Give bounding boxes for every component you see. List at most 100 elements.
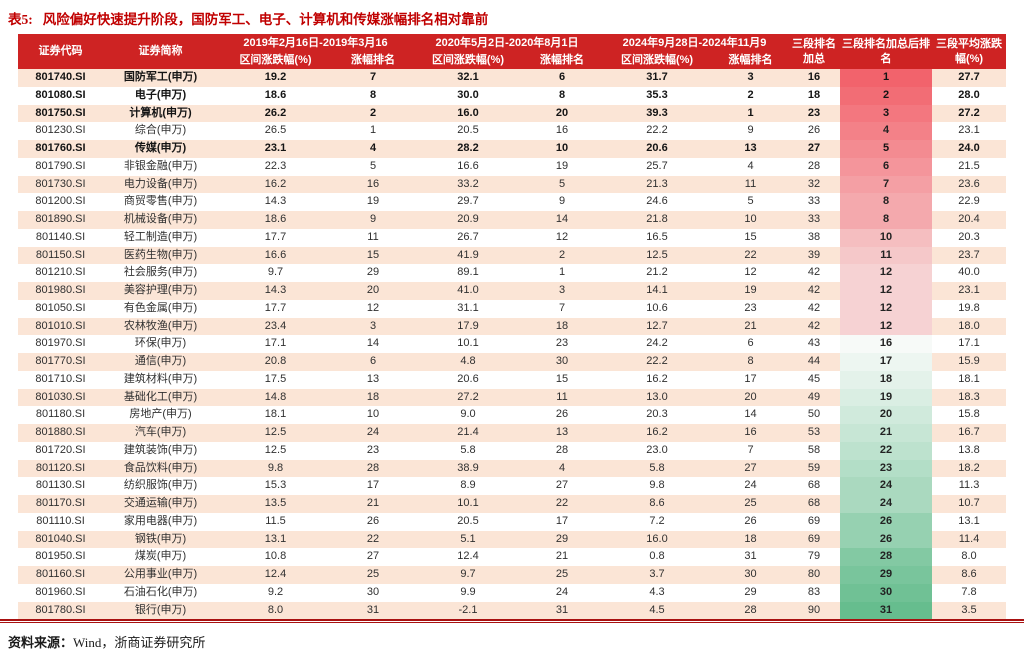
p3-chg-cell: 20.6 xyxy=(646,142,668,154)
col-header-rank-after: 三段排名加总后排名 xyxy=(840,34,933,69)
p3-chg-cell: 14.1 xyxy=(646,284,668,296)
avg-chg-cell: 18.2 xyxy=(958,461,980,474)
p1-rank-cell: 11 xyxy=(367,230,379,243)
p1-chg-cell: 17.5 xyxy=(264,372,287,385)
p3-rank-cell: 8 xyxy=(747,355,754,367)
p2-chg-cell: 20.9 xyxy=(457,213,479,225)
code-cell: 801010.SI xyxy=(35,319,86,332)
name-cell: 交通运输(申万) xyxy=(123,497,198,509)
avg-chg-cell: 11.4 xyxy=(958,532,980,545)
p3-rank-cell: 5 xyxy=(747,195,754,208)
rank-sum-cell: 53 xyxy=(807,426,821,438)
p1-rank-cell: 13 xyxy=(366,372,380,385)
rank-sum-cell: 58 xyxy=(807,443,821,456)
rank-after-cell: 1 xyxy=(840,69,933,87)
p1-rank-cell: 23 xyxy=(366,443,380,456)
p1-chg-cell: 15.3 xyxy=(264,479,287,492)
name-cell: 传媒(申万) xyxy=(134,142,187,154)
p2-rank-cell: 3 xyxy=(558,284,566,296)
table-row: 801780.SI 银行(申万) 8.0 31 -2.1 31 4.5 28 90 31 3.5 xyxy=(18,601,1007,620)
table-row: 801160.SI 公用事业(申万) 12.4 25 9.7 25 3.7 30 80 29 8.6 xyxy=(18,566,1007,584)
p3-rank-cell: 9 xyxy=(747,124,754,137)
avg-chg-cell: 23.7 xyxy=(958,248,980,261)
code-cell: 801950.SI xyxy=(35,550,86,563)
rank-after-cell: 12 xyxy=(840,282,933,300)
p1-chg-cell: 19.2 xyxy=(264,71,287,83)
p1-chg-cell: 11.5 xyxy=(265,514,286,527)
avg-chg-cell: 23.1 xyxy=(958,284,980,296)
col-header-code: 证券代码 xyxy=(18,34,103,69)
p2-rank-cell: 22 xyxy=(555,497,569,509)
p3-chg-cell: 12.5 xyxy=(646,248,668,261)
p3-rank-cell: 10 xyxy=(744,213,757,225)
p1-chg-cell: 20.8 xyxy=(264,355,287,367)
p1-chg-cell: 10.8 xyxy=(264,550,287,563)
rank-sum-cell: 49 xyxy=(807,390,821,403)
col-header-period2-chg: 区间涨跌幅(%) xyxy=(413,52,523,69)
rank-sum-cell: 83 xyxy=(807,585,821,598)
code-cell: 801760.SI xyxy=(35,142,86,154)
p1-rank-cell: 9 xyxy=(369,213,377,225)
p1-rank-cell: 27 xyxy=(366,550,380,563)
rank-after-cell: 24 xyxy=(840,495,933,513)
rank-sum-cell: 32 xyxy=(807,177,821,190)
p2-chg-cell: 20.5 xyxy=(457,514,479,527)
p2-chg-cell: 29.7 xyxy=(457,195,479,208)
table-row: 801110.SI 家用电器(申万) 11.5 26 20.5 17 7.2 26 69 26 13… xyxy=(18,512,1007,531)
p3-chg-cell: 24.2 xyxy=(646,337,668,350)
p2-chg-cell: 30.0 xyxy=(457,88,479,101)
p3-chg-cell: 31.7 xyxy=(646,71,668,83)
table-row: 801170.SI 交通运输(申万) 13.5 21 10.1 22 8.6 25 68 24 10… xyxy=(18,495,1007,513)
rank-sum-cell: 90 xyxy=(807,603,821,616)
p3-rank-cell: 26 xyxy=(744,514,757,527)
p3-rank-cell: 22 xyxy=(744,248,757,261)
p3-rank-cell: 20 xyxy=(744,390,757,403)
rank-sum-cell: 42 xyxy=(807,284,821,296)
p1-rank-cell: 31 xyxy=(366,603,380,616)
code-cell: 801130.SI xyxy=(35,479,86,492)
rank-after-cell: 26 xyxy=(840,530,933,549)
p2-rank-cell: 16 xyxy=(555,124,569,137)
name-cell: 基础化工(申万) xyxy=(123,390,198,403)
avg-chg-cell: 13.1 xyxy=(958,514,980,527)
table-row: 801960.SI 石油石化(申万) 9.2 30 9.9 24 4.3 29 83 30 7.8 xyxy=(18,583,1007,602)
p2-chg-cell: 21.4 xyxy=(457,426,479,438)
p1-chg-cell: 16.6 xyxy=(264,248,287,261)
rank-after-cell: 19 xyxy=(840,388,933,407)
code-cell: 801080.SI xyxy=(35,88,86,101)
table-row: 801750.SI 计算机(申万) 26.2 2 16.0 20 39.3 1 23 3 27.2 xyxy=(18,104,1007,123)
rank-after-cell: 6 xyxy=(840,157,933,176)
p2-chg-cell: 28.2 xyxy=(457,142,479,154)
p3-rank-cell: 19 xyxy=(744,284,757,296)
p2-rank-cell: 10 xyxy=(555,142,569,154)
p3-chg-cell: 22.2 xyxy=(646,124,668,137)
p3-chg-cell: 7.2 xyxy=(649,514,665,527)
code-cell: 801230.SI xyxy=(35,124,86,137)
name-cell: 纺织服饰(申万) xyxy=(123,479,198,492)
p1-chg-cell: 18.6 xyxy=(264,88,287,101)
sector-rank-table: 证券代码 证券简称 2019年2月16日-2019年3月16 2020年5月2日… xyxy=(18,34,1007,620)
p2-rank-cell: 15 xyxy=(555,372,569,385)
p2-rank-cell: 23 xyxy=(555,337,569,350)
p3-rank-cell: 6 xyxy=(747,337,754,350)
rank-sum-cell: 33 xyxy=(807,213,821,225)
code-cell: 801770.SI xyxy=(35,355,86,367)
p2-rank-cell: 5 xyxy=(558,177,566,190)
code-cell: 801160.SI xyxy=(35,568,86,580)
avg-chg-cell: 16.7 xyxy=(958,426,980,438)
p1-rank-cell: 4 xyxy=(369,142,377,154)
p1-chg-cell: 16.2 xyxy=(264,177,287,190)
p3-rank-cell: 27 xyxy=(744,461,757,474)
avg-chg-cell: 10.7 xyxy=(958,497,980,509)
avg-chg-cell: 19.8 xyxy=(958,301,980,314)
name-cell: 农林牧渔(申万) xyxy=(123,319,198,332)
p2-rank-cell: 26 xyxy=(555,408,569,421)
rank-sum-cell: 69 xyxy=(807,532,821,545)
table-row: 801760.SI 传媒(申万) 23.1 4 28.2 10 20.6 13 27 5 24.0 xyxy=(18,140,1007,158)
rank-sum-cell: 79 xyxy=(807,550,821,563)
rank-sum-cell: 80 xyxy=(807,568,821,580)
code-cell: 801050.SI xyxy=(35,301,86,314)
p1-rank-cell: 28 xyxy=(366,461,380,474)
table-row: 801890.SI 机械设备(申万) 18.6 9 20.9 14 21.8 10 33 8 20.… xyxy=(18,211,1007,229)
